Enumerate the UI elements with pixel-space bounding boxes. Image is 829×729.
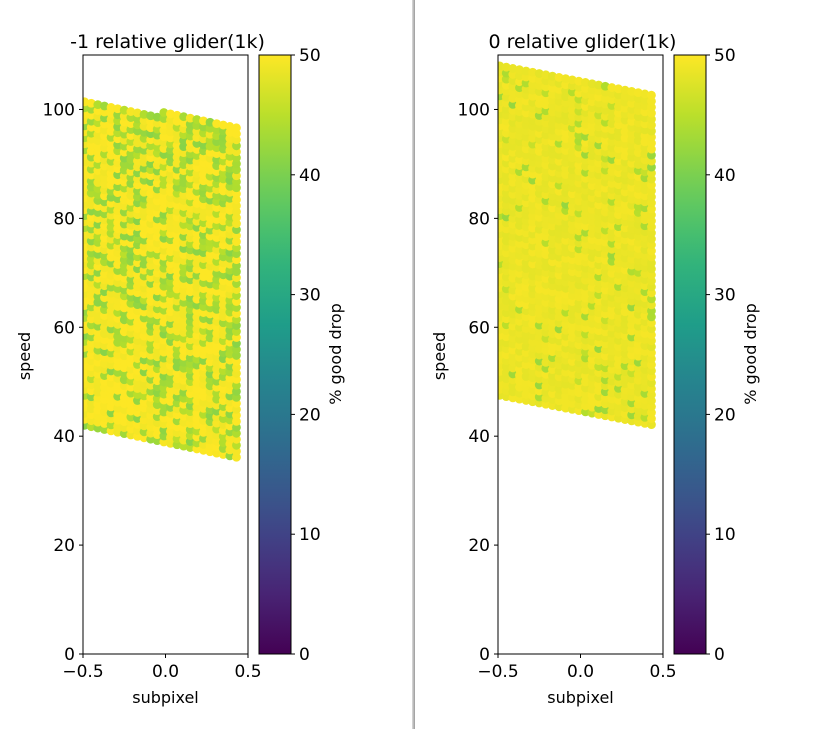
data-point: [218, 120, 228, 130]
colorbar-label: % good drop: [741, 303, 760, 405]
y-tick-label: 60: [53, 318, 75, 338]
data-point: [212, 119, 222, 129]
data-point: [554, 72, 564, 82]
y-tick-label: 100: [43, 100, 75, 120]
data-point: [561, 74, 571, 84]
data-point: [192, 115, 202, 124]
data-point: [106, 102, 116, 112]
data-point: [581, 78, 590, 87]
data-point: [541, 70, 551, 80]
y-tick-label: 80: [468, 209, 490, 229]
x-axis-label: subpixel: [547, 688, 614, 707]
data-point: [607, 83, 617, 92]
data-point: [172, 110, 182, 120]
x-tick-label: −0.5: [477, 662, 518, 682]
scatter-points: [83, 97, 241, 462]
colorbar-tick-label: 50: [299, 46, 321, 66]
x-tick-label: −0.5: [62, 662, 103, 682]
data-point: [179, 112, 189, 122]
data-point: [548, 71, 557, 81]
y-tick-label: 40: [53, 427, 75, 447]
colorbar-tick-label: 10: [299, 525, 321, 545]
colorbar-tick-label: 40: [714, 166, 736, 186]
y-axis-label: speed: [15, 332, 34, 380]
data-point: [627, 86, 637, 96]
data-point: [139, 109, 149, 119]
data-point: [521, 66, 531, 76]
colorbar-tick-label: 50: [714, 46, 736, 66]
colorbar-tick-label: 20: [714, 405, 736, 425]
colorbar-frame: [258, 54, 292, 655]
data-point: [185, 113, 195, 123]
data-point: [640, 89, 650, 99]
y-tick-label: 80: [53, 209, 75, 229]
data-point: [508, 64, 518, 73]
data-point: [225, 122, 235, 131]
data-point: [594, 80, 604, 90]
colorbar-tick-label: 10: [714, 525, 736, 545]
data-point: [119, 105, 129, 115]
data-point: [515, 65, 524, 75]
data-point: [600, 81, 610, 91]
chart-title: -1 relative glider(1k): [70, 31, 265, 53]
data-point: [133, 108, 142, 118]
data-point: [620, 85, 630, 95]
right-chart-panel: −0.5 0.0 0.5 0 20 40 60 80 100 subpixel speed 0 rel…: [415, 0, 829, 729]
y-tick-label: 40: [468, 427, 490, 447]
data-point: [86, 98, 96, 108]
data-point: [232, 123, 241, 133]
colorbar-tick-label: 0: [299, 645, 310, 665]
data-point: [199, 116, 208, 126]
x-tick-label: 0.5: [234, 662, 261, 682]
data-point: [113, 104, 123, 114]
data-point: [574, 76, 584, 86]
y-tick-label: 0: [64, 645, 75, 665]
y-tick-label: 60: [468, 318, 490, 338]
data-point: [146, 111, 156, 121]
data-point: [614, 84, 623, 94]
colorbar-tick-label: 40: [299, 166, 321, 186]
data-point: [100, 101, 109, 111]
y-tick-label: 20: [468, 536, 490, 556]
data-point: [587, 79, 597, 89]
chart-title: 0 relative glider(1k): [489, 31, 677, 53]
data-point: [534, 69, 544, 78]
data-point: [633, 88, 643, 98]
colorbar: [674, 55, 706, 654]
colorbar-tick-label: 30: [714, 286, 736, 306]
pane-divider[interactable]: [412, 0, 415, 729]
colorbar-tick-label: 30: [299, 286, 321, 306]
data-point: [166, 109, 175, 119]
colorbar-tick-label: 0: [714, 645, 725, 665]
data-point: [528, 67, 538, 77]
colorbar-tick-label: 20: [299, 405, 321, 425]
colorbar-label: % good drop: [326, 303, 345, 405]
data-point: [205, 117, 215, 127]
data-point: [159, 108, 169, 117]
data-point: [126, 107, 136, 116]
x-tick-label: 0.0: [152, 662, 179, 682]
x-tick-label: 0.0: [567, 662, 594, 682]
scatter-points: [498, 61, 656, 430]
y-tick-label: 100: [458, 100, 490, 120]
colorbar: [259, 55, 291, 654]
y-tick-label: 20: [53, 536, 75, 556]
y-tick-label: 0: [479, 645, 490, 665]
data-point: [501, 62, 511, 72]
left-chart-panel: −0.5 0.0 0.5 0 20 40 60 80 100 subpixel speed -1 re…: [0, 0, 412, 729]
x-tick-label: 0.5: [649, 662, 676, 682]
data-point: [647, 90, 656, 100]
data-point: [152, 112, 162, 122]
data-point: [567, 75, 577, 85]
data-point: [93, 100, 103, 110]
colorbar-frame: [673, 54, 707, 655]
x-axis-label: subpixel: [132, 688, 199, 707]
y-axis-label: speed: [430, 332, 449, 380]
